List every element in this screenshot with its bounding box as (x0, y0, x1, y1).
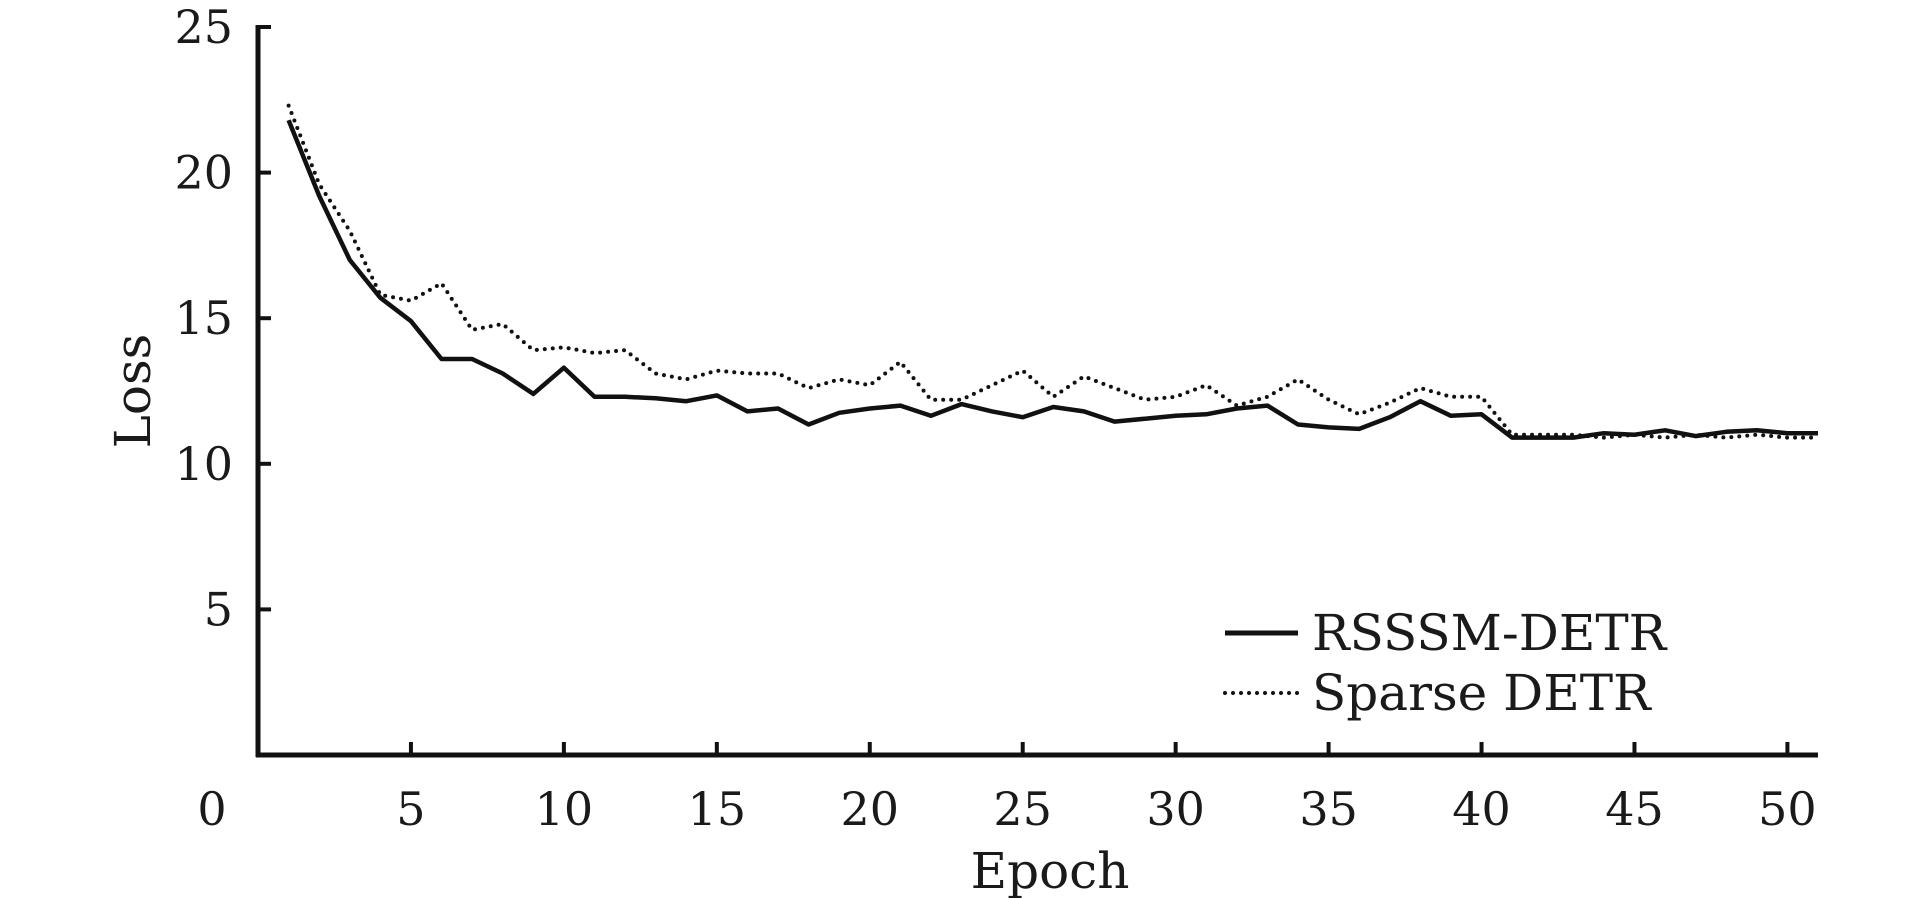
x-tick-label: 35 (1299, 782, 1358, 836)
x-axis-title: Epoch (971, 842, 1130, 898)
x-tick-label: 20 (840, 782, 899, 836)
x-tick-label: 15 (688, 782, 747, 836)
y-tick-label: 15 (174, 291, 233, 345)
legend-label: Sparse DETR (1312, 664, 1652, 722)
x-tick-label: 50 (1758, 782, 1817, 836)
series-line-sparse-detr (286, 103, 1820, 440)
x-tick-label: 10 (535, 782, 594, 836)
x-tick-label: 40 (1452, 782, 1511, 836)
y-tick-label: 20 (174, 146, 233, 200)
legend-label: RSSSM-DETR (1312, 604, 1668, 662)
series-line-rsssm-detr (286, 119, 1818, 440)
x-ticks: 5 10 15 20 25 30 35 40 45 50 (396, 742, 1817, 836)
x-tick-label: 45 (1605, 782, 1664, 836)
y-tick-label: 10 (174, 437, 233, 491)
series-layer (286, 103, 1820, 440)
y-axis-title: Loss (104, 334, 162, 449)
origin-tick-label: 0 (197, 782, 226, 836)
y-tick-label: 25 (174, 0, 233, 54)
y-tick-label: 5 (204, 582, 233, 636)
x-tick-label: 30 (1146, 782, 1205, 836)
x-tick-label: 5 (396, 782, 425, 836)
x-tick-label: 25 (993, 782, 1052, 836)
axes (255, 25, 1818, 758)
y-ticks: 5 10 15 20 25 (174, 0, 271, 636)
